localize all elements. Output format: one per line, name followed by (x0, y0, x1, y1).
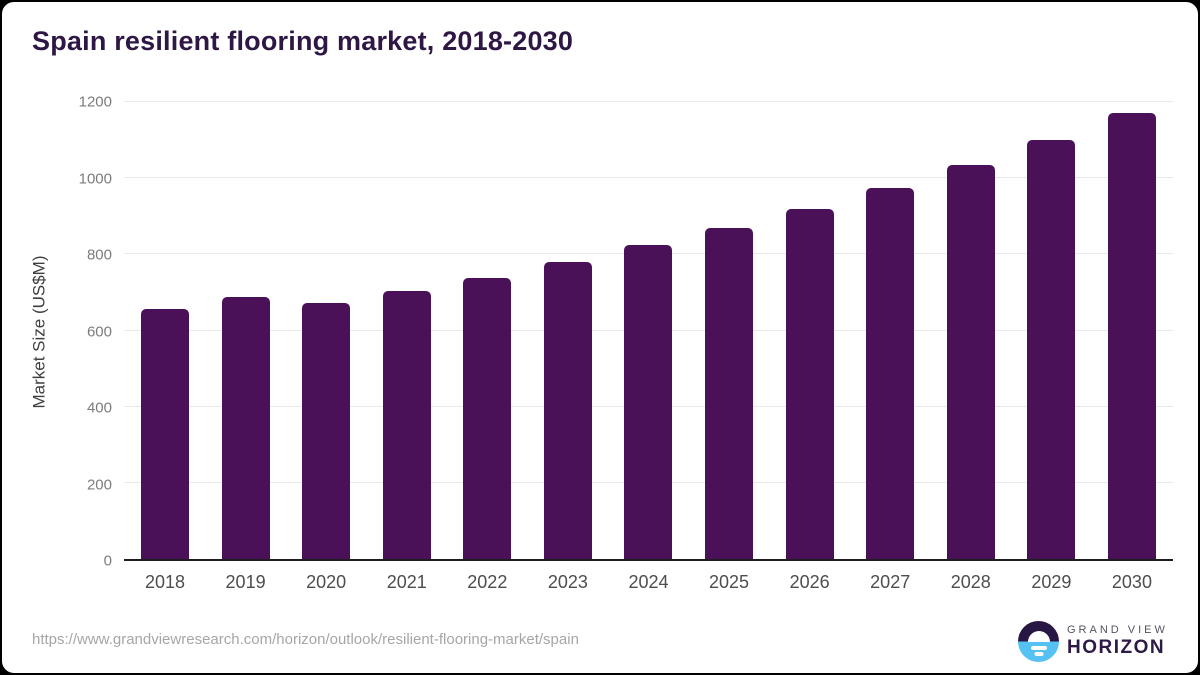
x-tick-label-2023: 2023 (547, 572, 588, 592)
bar-2019[interactable] (221, 296, 270, 559)
gridline-1200 (124, 101, 1173, 102)
bar-2027[interactable] (866, 188, 915, 559)
x-tick-label-2022: 2022 (467, 572, 508, 592)
x-tick-label-2018: 2018 (144, 572, 186, 592)
logo-brand-name: GRAND VIEW (1067, 624, 1168, 636)
wave-shape (1030, 646, 1047, 650)
x-tick-label-2027: 2027 (870, 572, 911, 592)
x-tick-label-2030: 2030 (1111, 572, 1152, 592)
x-tick-labels: 2018 2019 2020 2021 2022 2023 2024 2025 2026 2027… (124, 572, 1173, 593)
gridline-1000 (124, 177, 1173, 179)
y-tick-label-0: 0 (103, 552, 112, 570)
bar-2018[interactable] (141, 308, 189, 559)
y-tick-label-800: 800 (86, 246, 112, 264)
bar-2030[interactable] (1107, 112, 1156, 559)
x-tick-label-2025: 2025 (709, 572, 750, 592)
source-url: https://www.grandviewresearch.com/horizo… (32, 631, 579, 648)
x-tick-label-2029: 2029 (1031, 572, 1072, 592)
bar-2025[interactable] (705, 227, 754, 559)
bar-2020[interactable] (302, 303, 351, 559)
x-tick-label-2021: 2021 (386, 572, 427, 592)
y-tick-label-200: 200 (86, 476, 112, 494)
x-tick-label-2019: 2019 (225, 572, 266, 592)
chart-title: Spain resilient flooring market, 2018-20… (32, 26, 574, 56)
y-axis-label-text: Market Size (US$M) (30, 254, 49, 409)
bar-2023[interactable] (543, 262, 592, 559)
x-tick-label-2020: 2020 (306, 572, 347, 592)
bar-2028[interactable] (946, 164, 995, 559)
sun-shape (1027, 630, 1050, 642)
bars (124, 102, 1173, 559)
x-tick-label-2026: 2026 (789, 572, 830, 592)
bar-2022[interactable] (463, 277, 512, 559)
grand-view-horizon-logo: GRAND VIEW HORIZON (1018, 621, 1168, 662)
y-tick-label-400: 400 (86, 399, 112, 417)
y-tick-label-600: 600 (86, 323, 112, 340)
y-tick-label-1200: 1200 (78, 93, 112, 111)
plot-area (124, 101, 1173, 561)
bar-2021[interactable] (382, 291, 431, 559)
y-tick-labels: 0 200 400 600 800 1000 1200 (52, 95, 112, 569)
logo-product-name: HORIZON (1067, 637, 1166, 658)
y-tick-label-1000: 1000 (78, 170, 112, 187)
bar-2026[interactable] (785, 208, 834, 559)
x-tick-label-2028: 2028 (950, 572, 991, 592)
logo-text: GRAND VIEW HORIZON (1067, 624, 1168, 659)
wave-shape (1034, 652, 1043, 656)
x-tick-label-2024: 2024 (628, 572, 669, 592)
horizon-sunset-icon (1018, 621, 1059, 662)
bar-2024[interactable] (624, 245, 673, 559)
bar-2029[interactable] (1027, 140, 1076, 559)
